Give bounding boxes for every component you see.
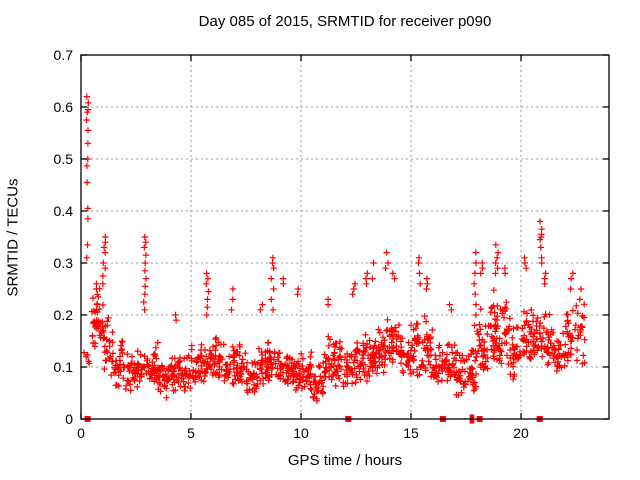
svg-text:10: 10 xyxy=(293,425,309,441)
svg-text:0.7: 0.7 xyxy=(54,47,74,63)
svg-text:0: 0 xyxy=(77,425,85,441)
svg-text:0.4: 0.4 xyxy=(54,203,74,219)
svg-text:20: 20 xyxy=(513,425,529,441)
svg-text:0: 0 xyxy=(65,411,73,427)
svg-text:0.5: 0.5 xyxy=(54,151,74,167)
plot-border xyxy=(80,54,610,420)
y-tick-labels: 0 0.1 0.2 0.3 0.4 0.5 0.6 0.7 xyxy=(54,47,74,427)
x-tick-labels: 0 5 10 15 20 xyxy=(77,425,529,441)
x-axis-label: GPS time / hours xyxy=(287,452,403,469)
axis-ticks xyxy=(80,54,609,420)
data-points xyxy=(80,93,588,405)
svg-text:0.6: 0.6 xyxy=(54,99,74,115)
svg-text:5: 5 xyxy=(187,425,195,441)
gridlines xyxy=(81,55,609,419)
svg-text:0.1: 0.1 xyxy=(54,359,74,375)
svg-text:15: 15 xyxy=(403,425,419,441)
chart-title: Day 085 of 2015, SRMTID for receiver p09… xyxy=(198,13,492,30)
svg-text:0.3: 0.3 xyxy=(54,255,74,271)
svg-text:0.2: 0.2 xyxy=(54,307,74,323)
